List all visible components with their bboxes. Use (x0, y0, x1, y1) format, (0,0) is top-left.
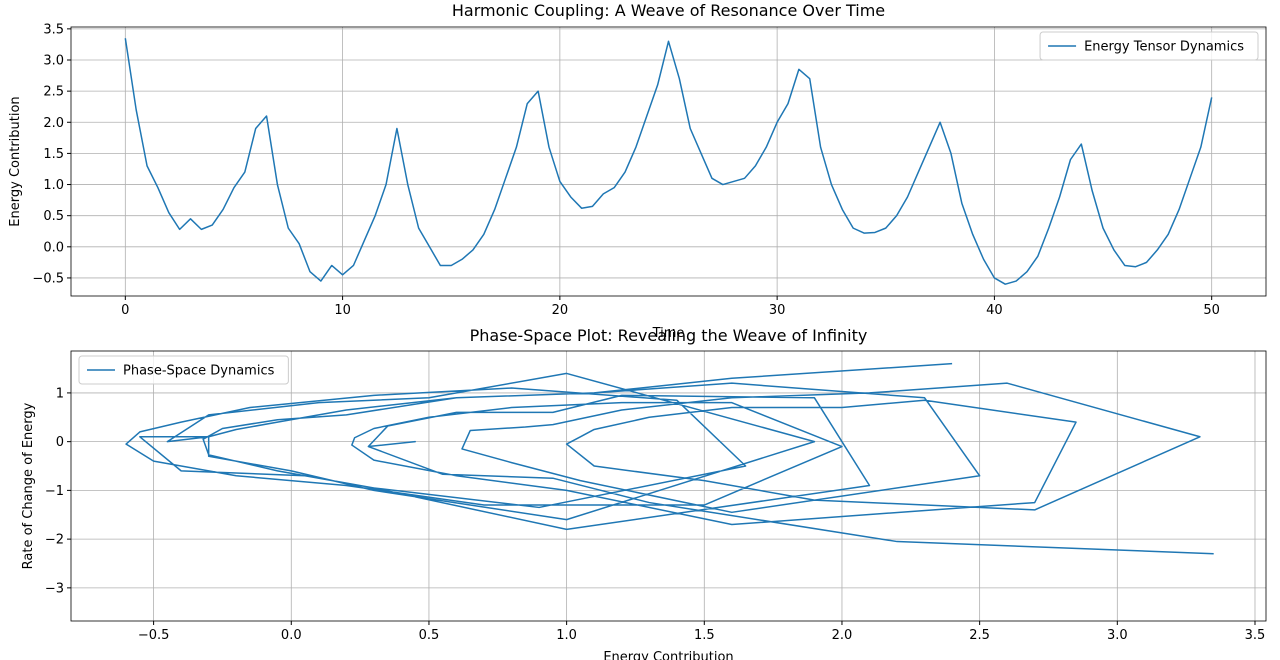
data-line (125, 362, 1214, 555)
y-tick-label: 3.5 (43, 22, 64, 37)
chart-title: Harmonic Coupling: A Weave of Resonance … (452, 1, 885, 20)
y-tick-label: 0 (56, 435, 64, 450)
y-axis-label: Rate of Change of Energy (21, 402, 36, 569)
x-tick-label: 50 (1203, 303, 1220, 318)
legend: Energy Tensor Dynamics (1039, 31, 1259, 61)
x-tick-label: 10 (334, 303, 351, 318)
x-tick-label: 3.5 (1245, 628, 1266, 643)
y-tick-label: −1 (45, 484, 64, 499)
y-tick-label: −2 (45, 533, 64, 548)
x-tick-label: 40 (986, 303, 1003, 318)
y-tick-label: −0.5 (32, 271, 64, 286)
x-tick-label: 0 (121, 303, 129, 318)
y-tick-label: −3 (45, 581, 64, 596)
x-tick-label: 1.5 (694, 628, 715, 643)
plot-area (124, 38, 1213, 285)
x-tick-label: 20 (552, 303, 569, 318)
y-tick-label: 1.5 (43, 147, 64, 162)
x-tick-label: 30 (769, 303, 786, 318)
chart-title: Phase-Space Plot: Revealing the Weave of… (470, 326, 868, 345)
x-tick-label: −0.5 (138, 628, 170, 643)
legend-label: Energy Tensor Dynamics (1084, 40, 1244, 55)
legend-box (78, 355, 289, 385)
y-tick-label: 1.0 (43, 178, 64, 193)
axes-frame (70, 26, 1267, 297)
axes-frame (70, 350, 1267, 622)
y-axis-label: Energy Contribution (8, 96, 23, 226)
y-tick-label: 2.0 (43, 116, 64, 131)
y-tick-label: 3.0 (43, 54, 64, 69)
x-tick-label: 2.0 (832, 628, 853, 643)
y-tick-label: 2.5 (43, 85, 64, 100)
x-tick-label: 3.0 (1107, 628, 1128, 643)
y-tick-label: 0.5 (43, 209, 64, 224)
data-line (124, 38, 1213, 285)
y-tick-label: 1 (56, 386, 64, 401)
y-tick-label: 0.0 (43, 240, 64, 255)
plot-area (125, 362, 1214, 555)
x-tick-label: 2.5 (969, 628, 990, 643)
legend-box (1039, 31, 1259, 61)
x-tick-label: 1.0 (556, 628, 577, 643)
legend: Phase-Space Dynamics (78, 355, 289, 385)
x-tick-label: 0.5 (419, 628, 440, 643)
x-tick-label: 0.0 (281, 628, 302, 643)
x-axis-label: Energy Contribution (603, 650, 733, 660)
x-axis-label: Time (652, 326, 685, 341)
legend-label: Phase-Space Dynamics (123, 364, 275, 379)
